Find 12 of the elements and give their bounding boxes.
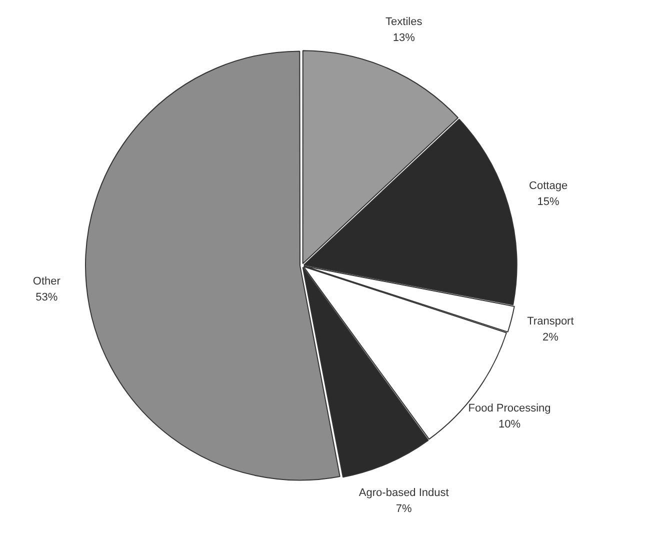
- data-label: 10%: [498, 418, 521, 430]
- data-label: 2%: [542, 331, 559, 344]
- slice-label: Transport: [527, 315, 574, 328]
- slice-label: Food Processing: [468, 402, 551, 414]
- slice-label: Agro-based Indust: [358, 486, 449, 499]
- slice-label: Textiles: [386, 16, 423, 28]
- data-label: 13%: [392, 32, 416, 44]
- data-label: 7%: [396, 502, 412, 515]
- data-label: 53%: [36, 292, 58, 304]
- data-label: 15%: [537, 196, 560, 208]
- slice-label: Other: [32, 276, 61, 288]
- slice-label: Cottage: [529, 180, 568, 192]
